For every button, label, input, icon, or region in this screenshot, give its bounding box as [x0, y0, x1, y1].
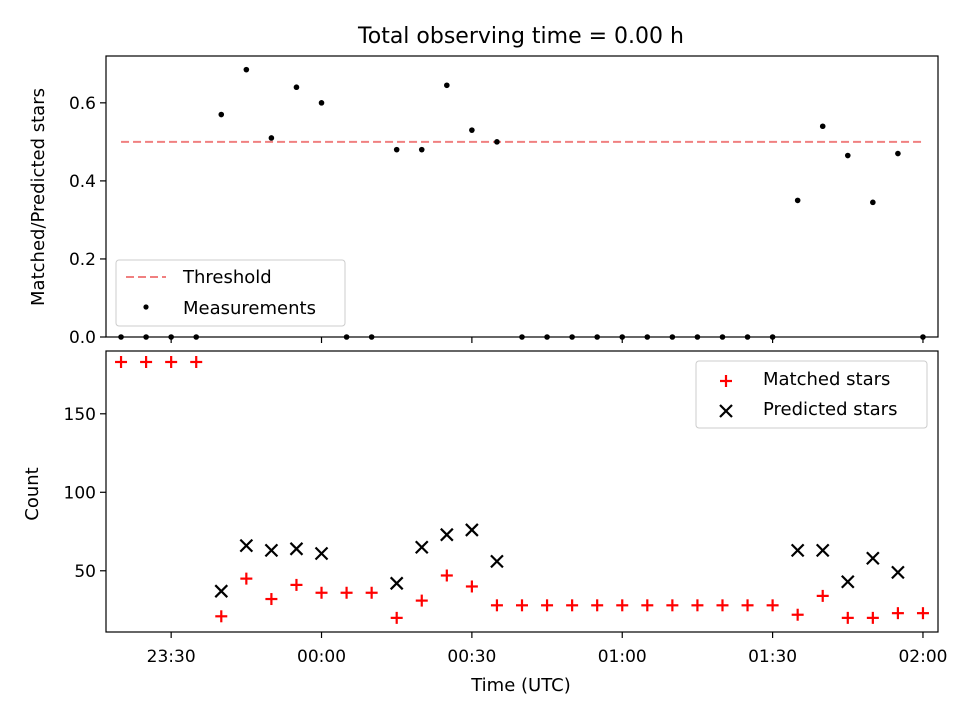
predicted-star-point	[790, 543, 805, 558]
top-legend-box	[115, 259, 346, 327]
bottom-ytick-label: 50	[74, 562, 96, 582]
predicted-star-point	[841, 574, 855, 589]
predicted-star-point	[815, 543, 830, 558]
matched-star-point	[666, 599, 679, 612]
predicted-star-point	[866, 551, 880, 565]
bottom-xtick-label: 23:30	[147, 647, 196, 667]
matched-star-point	[365, 586, 378, 599]
matched-star-point	[115, 355, 128, 368]
matched-star-point	[340, 586, 353, 599]
legend-measurements-swatch	[143, 304, 149, 310]
matched-star-point	[916, 607, 929, 620]
top-ytick-label: 0.2	[69, 250, 96, 270]
matched-star-point	[190, 355, 203, 368]
bottom-xtick-label: 02:00	[898, 647, 947, 667]
matched-star-point	[265, 593, 278, 606]
matched-star-point	[566, 599, 579, 612]
legend-predicted-label: Predicted stars	[763, 399, 897, 420]
matched-star-point	[516, 599, 528, 612]
matched-star-point	[841, 611, 854, 624]
measurement-point	[318, 100, 325, 106]
matched-star-point	[415, 594, 428, 607]
bottom-xtick-label: 01:00	[598, 647, 647, 667]
predicted-star-point	[440, 527, 454, 542]
matched-star-point	[766, 599, 779, 612]
top-ylabel: Matched/Predicted stars	[28, 88, 49, 306]
matched-star-point	[490, 599, 503, 612]
top-ytick-label: 0.6	[69, 94, 96, 114]
top-ytick-label: 0.4	[69, 172, 96, 192]
measurement-point	[393, 146, 400, 153]
bottom-ytick-label: 100	[64, 483, 96, 503]
top-axes: Matched/Predicted stars 0.0 0.2 0.4 0.6 Thr…	[28, 55, 939, 348]
top-ytick-label: 0.0	[69, 328, 96, 348]
bottom-axes: Count 50 100 150 23:30 00:00 00:30 01:00 01:30 0…	[22, 350, 947, 667]
predicted-star-point	[214, 584, 229, 598]
legend-matched-swatch	[720, 375, 732, 387]
matched-star-point	[290, 578, 303, 591]
predicted-star-point	[465, 523, 479, 537]
top-axes-frame	[105, 55, 939, 338]
predicted-star-point	[389, 576, 404, 591]
legend-matched-label: Matched stars	[763, 369, 890, 390]
legend-predicted-swatch	[719, 404, 733, 418]
bottom-xtick-label: 00:00	[297, 647, 346, 667]
matched-star-point	[591, 599, 604, 612]
matched-star-point	[816, 589, 829, 602]
measurement-point	[469, 127, 475, 133]
predicted-star-point	[314, 546, 329, 561]
bottom-axes-frame	[105, 350, 939, 633]
matched-star-point	[616, 599, 629, 612]
matched-star-point	[140, 355, 153, 368]
matched-star-point	[866, 611, 879, 624]
matched-star-point	[716, 599, 729, 612]
legend-measurements-label: Measurements	[183, 298, 316, 319]
predicted-star-point	[891, 565, 905, 580]
matched-star-point	[891, 607, 904, 620]
predicted-star-point	[414, 540, 429, 555]
matched-star-point	[240, 572, 253, 585]
predicted-star-point	[264, 543, 279, 558]
x-axis-label: Time (UTC)	[470, 675, 571, 696]
predicted-star-point	[239, 538, 254, 553]
measurement-point	[418, 146, 425, 153]
matched-star-point	[791, 608, 804, 621]
measurement-point	[819, 123, 826, 130]
measurement-point	[895, 150, 901, 157]
matched-star-point	[641, 599, 654, 612]
matched-star-point	[390, 611, 403, 624]
matched-star-point	[541, 599, 554, 612]
bottom-xtick-label: 01:30	[748, 647, 797, 667]
matched-star-point	[440, 569, 453, 582]
bottom-ytick-label: 150	[64, 405, 96, 425]
measurement-point	[794, 197, 801, 204]
figure-title: Total observing time = 0.00 h	[357, 24, 684, 49]
measurement-point	[494, 139, 500, 145]
matched-star-point	[465, 580, 478, 593]
predicted-star-point	[490, 554, 504, 569]
measurement-point	[293, 84, 300, 91]
measurement-point	[218, 111, 225, 118]
measurement-point	[844, 152, 851, 159]
bottom-legend: Matched stars Predicted stars	[695, 360, 928, 429]
matched-star-point	[165, 355, 178, 368]
top-legend: Threshold Measurements	[115, 259, 346, 327]
bottom-ylabel: Count	[22, 467, 43, 520]
measurement-point	[243, 66, 250, 73]
measurement-point	[870, 199, 876, 206]
matched-star-point	[315, 586, 328, 599]
legend-threshold-label: Threshold	[182, 267, 272, 288]
bottom-xtick-label: 00:30	[447, 647, 496, 667]
predicted-star-point	[289, 542, 304, 556]
matched-star-point	[691, 599, 704, 612]
bottom-legend-box	[695, 360, 928, 429]
matched-star-point	[741, 599, 754, 612]
matched-star-point	[215, 610, 228, 623]
measurement-point	[444, 82, 450, 89]
measurement-point	[268, 135, 275, 141]
